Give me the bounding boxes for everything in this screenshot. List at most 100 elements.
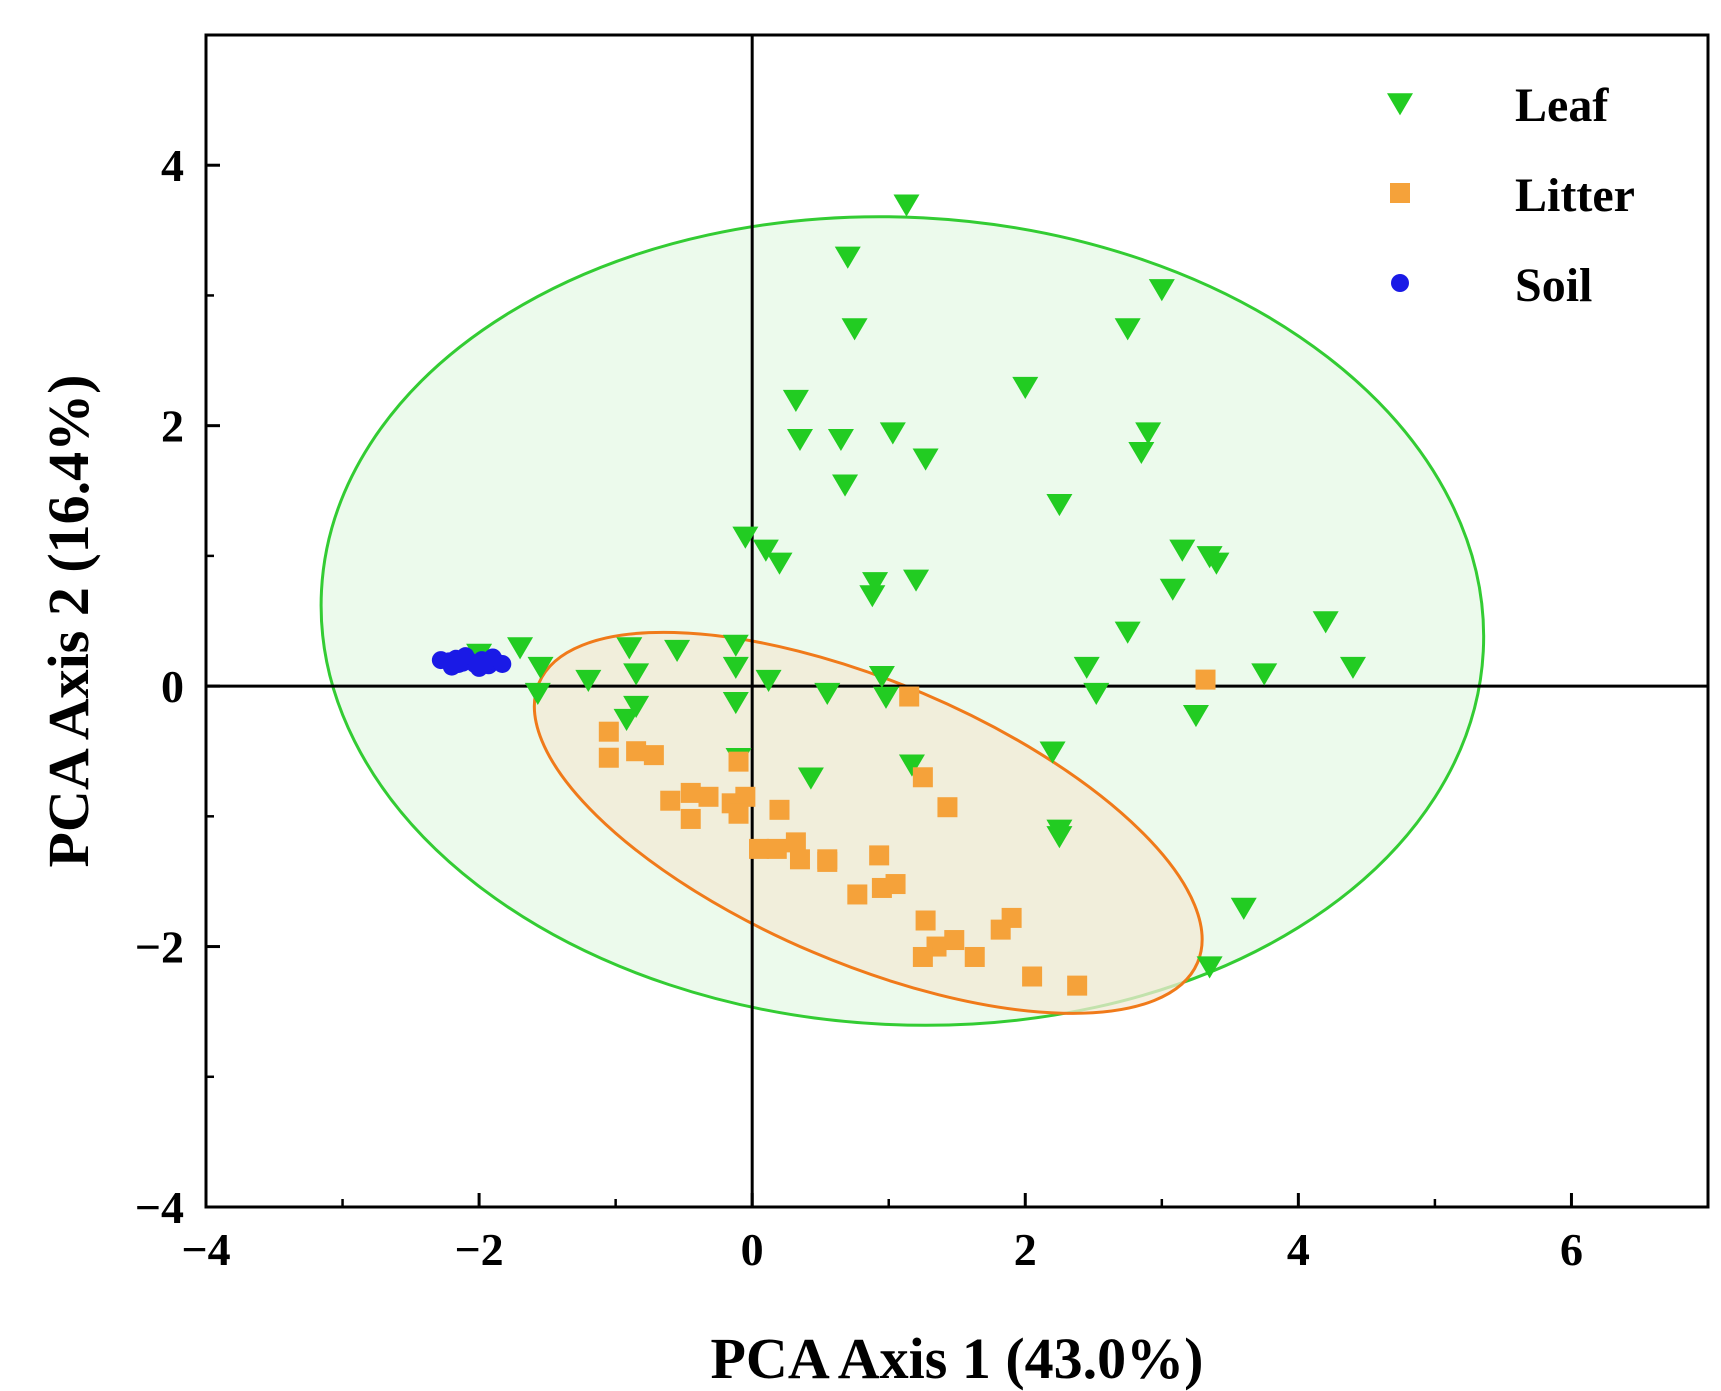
leaf-point xyxy=(664,639,691,662)
leaf-point xyxy=(722,691,749,715)
litter-point xyxy=(660,790,681,811)
litter-point xyxy=(598,747,619,768)
soil-point xyxy=(483,648,502,667)
legend-label: Soil xyxy=(1515,259,1592,312)
litter-point xyxy=(990,919,1011,940)
leaf-point xyxy=(912,448,939,471)
leaf-point xyxy=(1114,621,1141,644)
leaf-point xyxy=(1046,494,1073,517)
leaf-point xyxy=(782,389,809,412)
leaf-point xyxy=(752,539,779,562)
legend-marker-soil xyxy=(1391,274,1409,292)
leaf-point xyxy=(732,526,759,549)
plot-frame xyxy=(204,33,1710,1209)
soil-point xyxy=(449,654,468,673)
litter-point xyxy=(964,946,985,967)
x-tick-label: −4 xyxy=(181,1224,230,1275)
leaf-point xyxy=(832,474,859,497)
litter-point xyxy=(869,845,890,866)
leaf-point xyxy=(834,246,861,269)
y-tick-label: −2 xyxy=(135,922,184,973)
axis-ticks: −4 −2 0 2 4 6 −4 −2 0 2 4 xyxy=(135,140,1583,1275)
leaf-point xyxy=(1128,441,1155,465)
litter-point xyxy=(698,786,719,807)
litter-point xyxy=(937,797,958,818)
leaf-point xyxy=(841,318,868,341)
y-tick-label: 4 xyxy=(161,140,184,191)
litter-point xyxy=(735,786,756,807)
legend-item-soil: Soil xyxy=(1391,259,1592,312)
litter-point xyxy=(789,849,810,870)
leaf-point xyxy=(868,665,895,689)
reference-lines xyxy=(206,35,1708,1207)
leaf-point xyxy=(616,637,643,660)
leaf-point xyxy=(1203,552,1230,575)
litter-series xyxy=(598,669,1216,996)
leaf-point xyxy=(524,682,551,705)
leaf-point xyxy=(903,569,930,592)
leaf-point xyxy=(1039,741,1066,764)
leaf-point xyxy=(1182,705,1209,728)
confidence-ellipses xyxy=(319,215,1486,1027)
leaf-point xyxy=(1012,376,1039,399)
leaf-point xyxy=(1251,663,1278,686)
litter-point xyxy=(680,808,701,829)
legend-marker-leaf xyxy=(1387,93,1413,116)
leaf-point xyxy=(1135,422,1162,445)
soil-series xyxy=(431,647,512,677)
litter-point xyxy=(885,874,906,895)
leaf-point xyxy=(755,669,782,692)
litter-point xyxy=(728,803,749,824)
leaf-point xyxy=(1196,956,1223,979)
data-points xyxy=(431,194,1366,996)
leaf-point xyxy=(1339,656,1366,679)
leaf-point xyxy=(1073,656,1100,679)
leaf-point xyxy=(893,194,920,217)
leaf-point xyxy=(1114,318,1141,341)
y-tick-label: 0 xyxy=(161,661,184,712)
leaf-point xyxy=(1230,897,1257,920)
litter-point xyxy=(1022,966,1043,987)
litter-point xyxy=(912,767,933,788)
legend-label: Litter xyxy=(1515,169,1635,222)
leaf-point xyxy=(1083,682,1110,705)
litter-point xyxy=(728,751,749,772)
leaf-point xyxy=(623,663,650,686)
leaf-point xyxy=(862,572,889,595)
litter-point xyxy=(817,851,838,872)
litter-point xyxy=(643,745,664,766)
litter-point xyxy=(899,686,920,707)
legend-item-leaf: Leaf xyxy=(1387,79,1609,132)
y-axis-title: PCA Axis 2 (16.4%) xyxy=(36,375,101,868)
x-tick-label: 6 xyxy=(1560,1224,1583,1275)
y-tick-label: 2 xyxy=(161,401,184,452)
leaf-point xyxy=(1312,611,1339,634)
x-tick-label: 4 xyxy=(1287,1224,1310,1275)
litter-point xyxy=(785,832,806,853)
leaf-point xyxy=(527,656,554,679)
legend-marker-litter xyxy=(1390,183,1410,203)
leaf-point xyxy=(872,686,899,709)
leaf-point xyxy=(827,428,854,452)
leaf-point xyxy=(575,669,602,692)
litter-point xyxy=(749,838,770,859)
leaf-point xyxy=(1169,539,1196,562)
leaf-point xyxy=(814,682,841,705)
legend: Leaf Litter Soil xyxy=(1387,79,1635,312)
leaf-point xyxy=(786,428,813,452)
litter-point xyxy=(915,910,936,931)
leaf-point xyxy=(797,767,824,790)
legend-item-litter: Litter xyxy=(1390,169,1635,222)
leaf-point xyxy=(1148,279,1175,302)
litter-point xyxy=(766,838,787,859)
litter-point xyxy=(769,799,790,820)
x-tick-label: −2 xyxy=(454,1224,503,1275)
litter-point xyxy=(680,782,701,803)
leaf-point xyxy=(722,656,749,679)
leaf-point xyxy=(766,552,793,575)
y-tick-label: −4 xyxy=(135,1182,184,1233)
leaf-point xyxy=(507,637,534,660)
litter-point xyxy=(912,946,933,967)
leaf-point xyxy=(859,585,886,608)
litter-point xyxy=(1195,669,1216,690)
